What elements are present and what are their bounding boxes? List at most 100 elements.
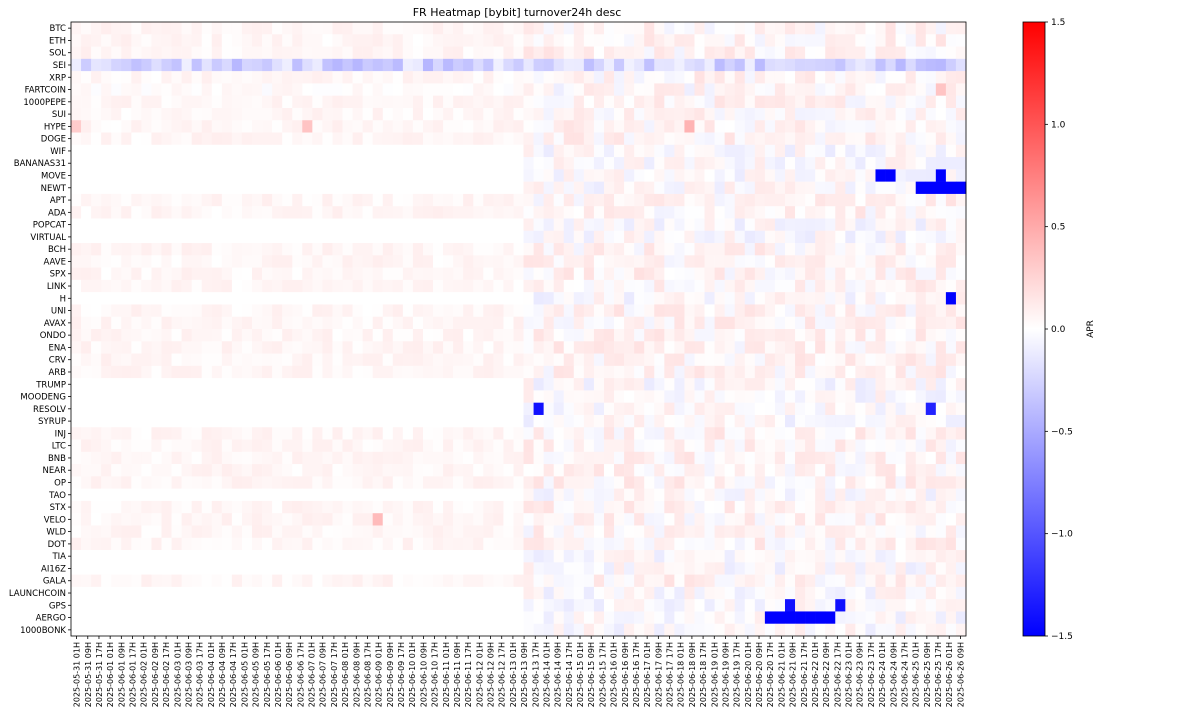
heatmap-cell (704, 34, 715, 47)
heatmap-cell (704, 157, 715, 170)
heatmap-cell (412, 562, 424, 575)
heatmap-cell (382, 46, 394, 60)
heatmap-cell (573, 574, 585, 588)
heatmap-cell (241, 525, 253, 539)
heatmap-cell (433, 365, 444, 379)
heatmap-cell (915, 316, 927, 330)
heatmap-cell (302, 193, 313, 207)
heatmap-cell (71, 341, 82, 354)
heatmap-cell (593, 574, 605, 588)
heatmap-cell (503, 365, 514, 379)
heatmap-cell (352, 304, 363, 318)
heatmap-cell (221, 390, 233, 403)
heatmap-cell (895, 206, 906, 219)
heatmap-cell (734, 218, 746, 232)
heatmap-cell (875, 144, 886, 158)
heatmap-cell (201, 34, 213, 47)
heatmap-cell (342, 22, 353, 35)
heatmap-cell (352, 46, 363, 60)
heatmap-cell (71, 243, 82, 256)
heatmap-cell (915, 390, 927, 403)
heatmap-cell (292, 243, 303, 256)
heatmap-cell (352, 120, 363, 133)
heatmap-cell (644, 120, 655, 133)
heatmap-cell (312, 22, 323, 35)
heatmap-cell (573, 169, 585, 182)
heatmap-cell (815, 427, 826, 440)
heatmap-cell (915, 402, 927, 416)
heatmap-cell (614, 427, 625, 440)
heatmap-cell (231, 316, 243, 330)
heatmap-cell (805, 451, 816, 465)
heatmap-cell (181, 341, 192, 354)
heatmap-cell (955, 58, 967, 72)
heatmap-cell (463, 230, 474, 244)
heatmap-cell (282, 169, 293, 182)
heatmap-cell (744, 193, 756, 207)
heatmap-cell (503, 402, 514, 416)
heatmap-cell (513, 83, 524, 96)
heatmap-cell (141, 550, 152, 563)
heatmap-cell (503, 181, 514, 195)
heatmap-cell (151, 95, 162, 109)
heatmap-cell (795, 427, 806, 440)
heatmap-cell (945, 341, 957, 354)
heatmap-cell (533, 132, 544, 146)
heatmap-cell (935, 292, 947, 305)
heatmap-cell (221, 378, 233, 391)
heatmap-cell (583, 599, 595, 612)
heatmap-cell (835, 157, 846, 170)
heatmap-cell (905, 586, 917, 600)
heatmap-cell (905, 157, 917, 170)
heatmap-cell (201, 267, 213, 281)
heatmap-cell (885, 71, 896, 84)
heatmap-cell (171, 329, 182, 342)
heatmap-cell (171, 402, 182, 416)
heatmap-cell (181, 243, 192, 256)
heatmap-cell (111, 267, 122, 281)
heatmap-cell (694, 292, 705, 305)
heatmap-cell (654, 525, 665, 539)
heatmap-cell (533, 107, 544, 121)
heatmap-cell (583, 58, 595, 72)
heatmap-cell (392, 83, 404, 96)
heatmap-cell (674, 341, 685, 354)
heatmap-cell (221, 513, 233, 526)
heatmap-cell (603, 132, 615, 146)
heatmap-cell (553, 267, 565, 281)
heatmap-cell (674, 83, 685, 96)
y-tick-label: BNB (48, 454, 66, 464)
heatmap-cell (644, 586, 655, 600)
heatmap-cell (603, 365, 615, 379)
heatmap-cell (573, 586, 585, 600)
heatmap-cell (352, 206, 363, 219)
heatmap-cell (895, 451, 906, 465)
heatmap-cell (614, 329, 625, 342)
heatmap-cell (624, 230, 635, 244)
heatmap-cell (784, 255, 796, 268)
heatmap-cell (221, 144, 233, 158)
heatmap-cell (71, 292, 82, 305)
heatmap-cell (895, 71, 906, 84)
heatmap-cell (141, 574, 152, 588)
heatmap-cell (533, 550, 544, 563)
heatmap-cell (865, 267, 876, 281)
heatmap-cell (131, 378, 142, 391)
heatmap-cell (955, 451, 967, 465)
heatmap-cell (553, 500, 565, 514)
heatmap-cell (543, 83, 554, 96)
heatmap-cell (151, 365, 162, 379)
heatmap-cell (935, 488, 947, 502)
heatmap-cell (141, 83, 152, 96)
heatmap-cell (332, 562, 343, 575)
heatmap-cell (925, 218, 937, 232)
heatmap-cell (875, 95, 886, 109)
heatmap-cell (634, 329, 645, 342)
heatmap-cell (654, 537, 665, 551)
x-tick-label: 2025-06-04 01H (207, 642, 216, 707)
heatmap-cell (412, 427, 424, 440)
heatmap-cell (593, 83, 605, 96)
heatmap-cell (443, 414, 454, 428)
heatmap-cell (322, 157, 333, 170)
heatmap-cell (885, 181, 896, 195)
